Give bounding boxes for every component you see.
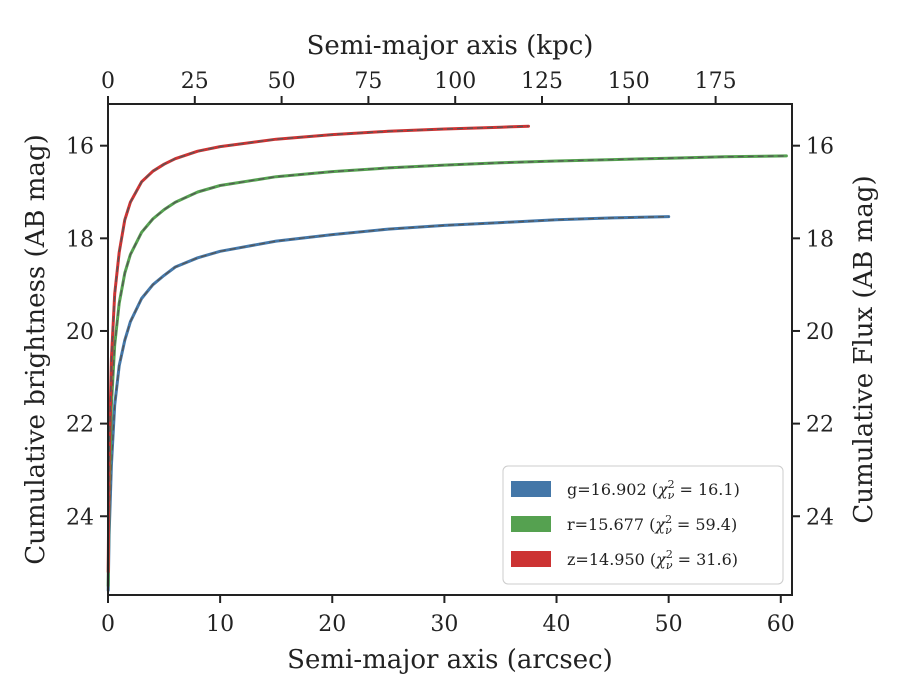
y-tick-label: 16 bbox=[66, 135, 94, 160]
top-x-tick-label: 175 bbox=[695, 69, 737, 94]
legend-text-part: ν bbox=[668, 489, 675, 502]
x-axis-label: Semi-major axis (arcsec) bbox=[287, 645, 613, 675]
top-x-tick-label: 100 bbox=[434, 69, 476, 94]
legend-text-part: χ bbox=[654, 515, 666, 534]
top-x-tick-label: 0 bbox=[101, 69, 115, 94]
x-tick-label: 30 bbox=[430, 612, 458, 637]
x-tick-label: 50 bbox=[655, 612, 683, 637]
legend-swatch-z bbox=[511, 551, 551, 567]
series-r-line bbox=[106, 154, 788, 588]
legend-label-z: z=14.950 (χ2 ν = 31.6) bbox=[567, 548, 738, 572]
right-y-tick-label: 20 bbox=[806, 320, 834, 345]
series-z-line bbox=[106, 124, 530, 574]
left-y-ticks: 16 18 20 22 24 bbox=[66, 135, 108, 530]
right-y-tick-label: 24 bbox=[806, 505, 834, 530]
legend-text-part: 2 bbox=[668, 478, 675, 491]
x-tick-label: 20 bbox=[318, 612, 346, 637]
legend-label-r: r=15.677 (χ2 ν = 59.4) bbox=[567, 513, 737, 537]
y-tick-label: 22 bbox=[66, 413, 94, 438]
y-tick-label: 20 bbox=[66, 320, 94, 345]
right-y-ticks: 16 18 20 22 24 bbox=[792, 135, 834, 530]
legend-text-part: = 16.1) bbox=[674, 480, 739, 499]
legend-text-part: r=15.677 ( bbox=[567, 515, 655, 534]
x-tick-label: 10 bbox=[206, 612, 234, 637]
legend-text-part: χ bbox=[655, 550, 667, 569]
y-tick-label: 24 bbox=[66, 505, 94, 530]
top-x-tick-label: 150 bbox=[608, 69, 650, 94]
legend-text-part: 2 bbox=[666, 548, 673, 561]
curves-group bbox=[106, 124, 788, 592]
legend-text-part: g=16.902 ( bbox=[567, 480, 658, 499]
legend-text-part: = 31.6) bbox=[673, 550, 738, 569]
y-tick-label: 18 bbox=[66, 227, 94, 252]
top-x-tick-label: 125 bbox=[521, 69, 563, 94]
top-x-ticks: 0 25 50 75 100 125 150 175 bbox=[101, 69, 737, 104]
right-y-axis-label: Cumulative Flux (AB mag) bbox=[849, 175, 879, 523]
right-y-tick-label: 16 bbox=[806, 135, 834, 160]
legend: g=16.902 (χ2 ν = 16.1)r=15.677 (χ2 ν = 59.… bbox=[502, 465, 784, 585]
series-g-model-line bbox=[107, 215, 669, 591]
top-x-tick-label: 25 bbox=[181, 69, 209, 94]
x-tick-label: 60 bbox=[767, 612, 795, 637]
bottom-x-ticks: 0 10 20 30 40 50 60 bbox=[101, 595, 795, 637]
legend-text-part: 2 bbox=[665, 513, 672, 526]
series-z-model-line bbox=[107, 125, 529, 572]
legend-text-part: = 59.4) bbox=[672, 515, 737, 534]
legend-text-part: ν bbox=[665, 524, 672, 537]
legend-text-part: ν bbox=[666, 559, 673, 572]
top-x-tick-label: 75 bbox=[354, 69, 382, 94]
top-x-tick-label: 50 bbox=[268, 69, 296, 94]
right-y-tick-label: 18 bbox=[806, 227, 834, 252]
y-axis-label: Cumulative brightness (AB mag) bbox=[21, 134, 51, 565]
legend-swatch-g bbox=[511, 481, 551, 497]
right-y-tick-label: 22 bbox=[806, 413, 834, 438]
x-tick-label: 40 bbox=[543, 612, 571, 637]
x-tick-label: 0 bbox=[101, 612, 115, 637]
legend-text-part: χ bbox=[657, 480, 669, 499]
plot-frame bbox=[107, 103, 793, 596]
legend-label-g: g=16.902 (χ2 ν = 16.1) bbox=[567, 478, 740, 502]
top-x-axis-label: Semi-major axis (kpc) bbox=[307, 31, 594, 61]
legend-box bbox=[502, 465, 784, 585]
legend-swatch-r bbox=[511, 516, 551, 532]
legend-text-part: z=14.950 ( bbox=[567, 550, 656, 569]
